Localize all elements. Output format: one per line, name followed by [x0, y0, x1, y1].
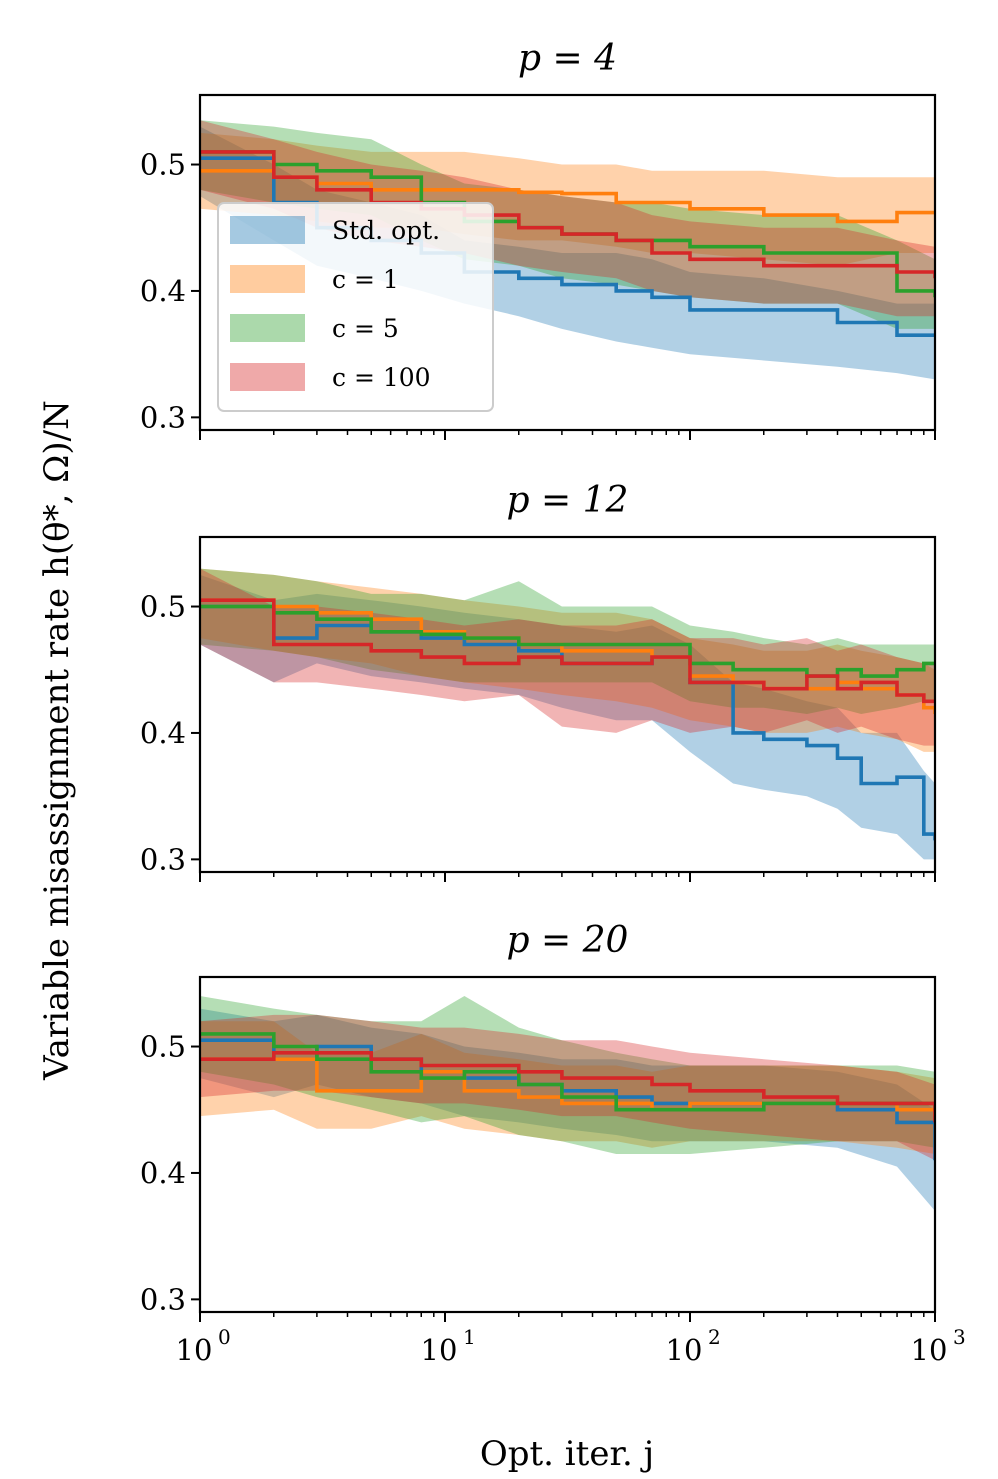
- y-tick-label: 0.4: [140, 716, 186, 750]
- x-tick-exponent: 0: [218, 1325, 231, 1349]
- panels: 0.30.40.5p = 40.30.40.5p = 120.30.40.510…: [140, 38, 966, 1367]
- plot-area: [200, 568, 935, 860]
- band-c1: [200, 1021, 935, 1154]
- panel-title: p = 20: [507, 920, 629, 961]
- band-c100: [200, 568, 935, 746]
- band-c100: [200, 120, 935, 317]
- axes-frame: [198, 93, 937, 432]
- y-tick-label: 0.4: [140, 274, 186, 308]
- x-tick-label: 10: [421, 1333, 458, 1367]
- x-axis-label: Opt. iter. j: [480, 1434, 654, 1474]
- y-tick-label: 0.5: [140, 1030, 186, 1064]
- band-c100: [200, 1014, 935, 1161]
- x-tick-exponent: 3: [953, 1325, 966, 1349]
- y-tick-label: 0.3: [140, 842, 186, 876]
- legend-swatch-c1: [230, 265, 305, 293]
- line-c5: [200, 1032, 935, 1112]
- x-tick-label: 10: [911, 1333, 948, 1367]
- legend-label-c1: c = 1: [332, 265, 399, 294]
- axes-frame: [198, 535, 937, 874]
- legend-swatch-std: [230, 216, 305, 244]
- legend: Std. opt. c = 1 c = 5 c = 100: [217, 202, 494, 412]
- band-c1: [200, 132, 935, 266]
- y-tick-label: 0.5: [140, 148, 186, 182]
- y-tick-label: 0.3: [140, 400, 186, 434]
- x-tick-label: 10: [666, 1333, 703, 1367]
- band-std: [200, 574, 935, 860]
- panel-title: p = 4: [518, 38, 617, 79]
- panel-title: p = 12: [507, 480, 629, 521]
- y-tick-label: 0.4: [140, 1156, 186, 1190]
- line-c100: [200, 1051, 935, 1123]
- line-c100: [200, 598, 935, 704]
- x-tick-label: 10: [176, 1333, 213, 1367]
- line-c5: [200, 604, 935, 678]
- band-std: [200, 126, 935, 380]
- legend-label-c5: c = 5: [332, 314, 399, 343]
- legend-label-std: Std. opt.: [332, 216, 440, 245]
- x-tick-exponent: 1: [463, 1325, 476, 1349]
- legend-label-c100: c = 100: [332, 363, 431, 392]
- plot-area: [200, 120, 935, 380]
- plot-area: [200, 996, 935, 1211]
- panel-3: 0.30.40.510 0 10 1 10 2 10 3p = 20: [140, 920, 966, 1367]
- panel-2: 0.3 0.4 0.5 p = 12: [140, 480, 937, 882]
- line-c100: [200, 150, 935, 279]
- y-axis-label: Variable misassignment rate h(θ*, Ω)/N: [37, 400, 77, 1081]
- band-c5: [200, 568, 935, 714]
- y-tick-label: 0.3: [140, 1282, 186, 1316]
- axes-frame: [198, 975, 937, 1314]
- band-c5: [200, 996, 935, 1154]
- band-c1: [200, 568, 935, 752]
- legend-swatch-c5: [230, 314, 305, 342]
- legend-swatch-c100: [230, 363, 305, 391]
- legend-box: [217, 202, 494, 412]
- y-tick-label: 0.5: [140, 590, 186, 624]
- band-c5: [200, 120, 935, 329]
- panel-1: 0.3 0.4 0.5 p = 4: [140, 38, 937, 440]
- x-tick-exponent: 2: [708, 1325, 721, 1349]
